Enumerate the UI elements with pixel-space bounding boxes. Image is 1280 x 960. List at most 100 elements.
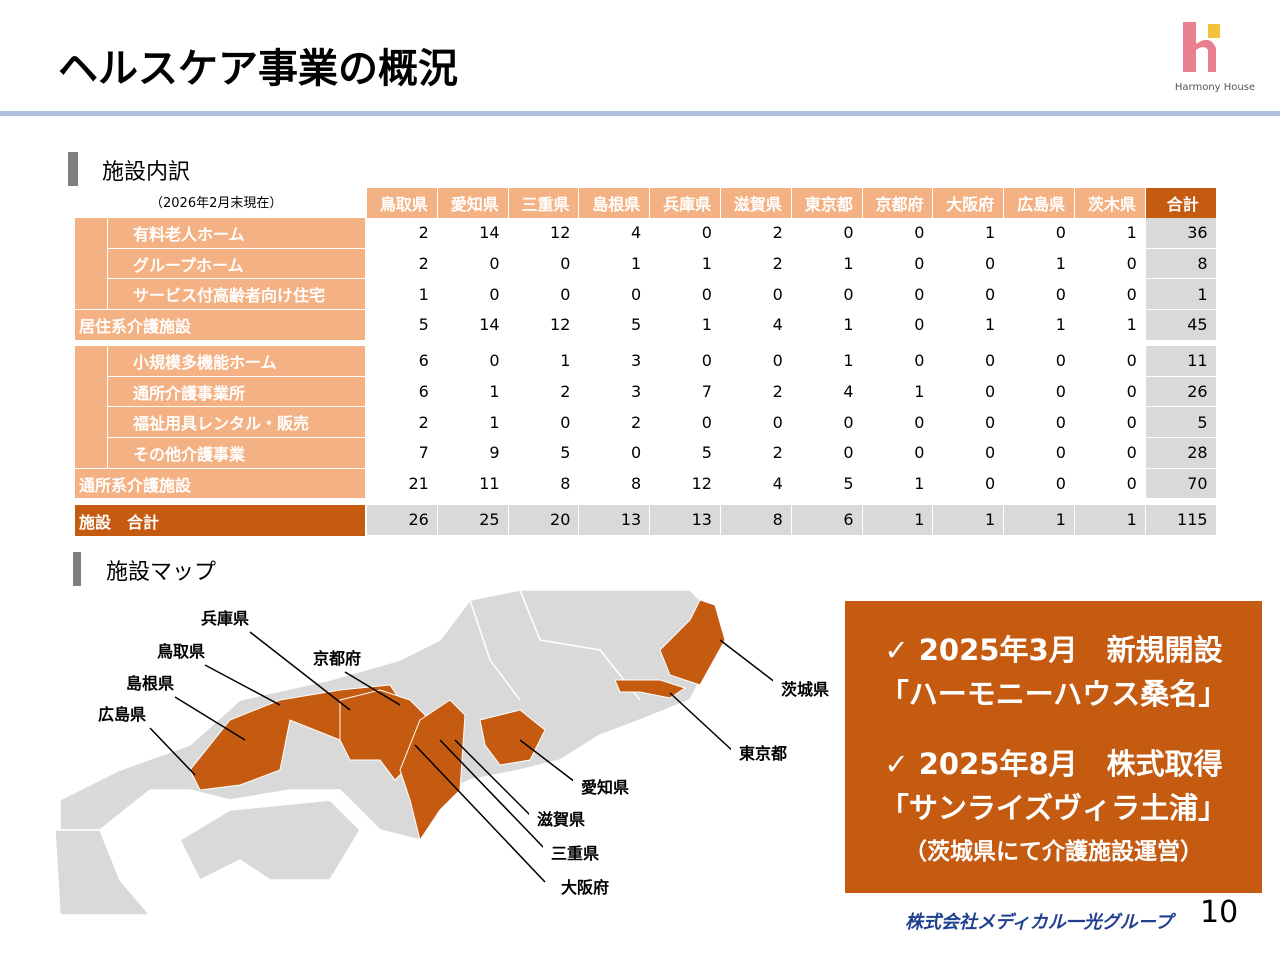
value-cell: 1 xyxy=(631,254,642,274)
value-cell: 0 xyxy=(1055,474,1066,494)
value-cell: 4 xyxy=(631,223,642,243)
subtotal-label: 通所系介護施設 xyxy=(75,468,365,499)
value-cell: 0 xyxy=(772,284,783,304)
value-cell: 0 xyxy=(985,351,996,371)
value-cell: 5 xyxy=(701,443,712,463)
value-cell: 1 xyxy=(1126,223,1137,243)
value-cell: 1 xyxy=(1126,315,1137,335)
column-header: 広島県 xyxy=(1004,188,1074,218)
table-note: （2026年2月末現在） xyxy=(150,196,283,211)
column-header: 三重県 xyxy=(508,188,579,218)
section-heading: 施設マップ xyxy=(106,560,217,585)
value-cell: 25 xyxy=(437,505,508,535)
column-header: 茨木県 xyxy=(1075,188,1145,218)
value-cell: 0 xyxy=(1126,351,1137,371)
value-cell: 4 xyxy=(843,382,854,402)
value-cell: 0 xyxy=(1055,412,1066,432)
value-cell: 0 xyxy=(1055,443,1066,463)
value-cell: 0 xyxy=(914,351,925,371)
value-cell: 0 xyxy=(985,254,996,274)
value-cell: 0 xyxy=(1055,223,1066,243)
value-cell: 9 xyxy=(489,443,500,463)
callout-text: ✓ 2025年3月 新規開設 「ハーモニーハウス桑名」 ✓ 2025年8月 株式取得… xyxy=(845,628,1262,874)
value-cell: 11 xyxy=(1145,346,1216,376)
company-logo: 株式会社メディカル一光グループ xyxy=(905,912,1173,933)
value-cell: 0 xyxy=(914,284,925,304)
value-cell: 0 xyxy=(489,254,500,274)
value-cell: 0 xyxy=(701,284,712,304)
value-cell: 6 xyxy=(418,382,429,402)
value-cell: 0 xyxy=(985,443,996,463)
value-cell: 0 xyxy=(701,412,712,432)
row-label: 通所介護事業所 xyxy=(108,376,365,407)
value-cell: 4 xyxy=(772,474,783,494)
value-cell: 0 xyxy=(843,284,854,304)
value-cell: 0 xyxy=(985,382,996,402)
header-rule xyxy=(0,111,1280,116)
callout-line: （茨城県にて介護施設運営） xyxy=(904,839,1203,865)
value-cell: 2 xyxy=(418,223,429,243)
value-cell: 0 xyxy=(701,351,712,371)
column-header: 島根県 xyxy=(579,188,650,218)
column-header: 合計 xyxy=(1145,188,1216,218)
value-cell: 0 xyxy=(914,223,925,243)
value-cell: 1 xyxy=(843,254,854,274)
value-cell: 1 xyxy=(701,315,712,335)
row-label: 有料老人ホーム xyxy=(108,218,365,248)
value-cell: 26 xyxy=(367,505,437,535)
value-cell: 1 xyxy=(1145,279,1216,310)
value-cell: 0 xyxy=(1126,412,1137,432)
value-cell: 1 xyxy=(1055,315,1066,335)
value-cell: 0 xyxy=(914,443,925,463)
value-cell: 2 xyxy=(560,382,571,402)
page-number: 10 xyxy=(1200,895,1239,930)
value-cell: 5 xyxy=(1145,407,1216,438)
row-label: グループホーム xyxy=(108,248,365,279)
value-cell: 12 xyxy=(550,223,571,243)
value-cell: 0 xyxy=(631,284,642,304)
callout-box xyxy=(845,601,1262,893)
value-cell: 6 xyxy=(418,351,429,371)
column-header: 鳥取県 xyxy=(367,188,437,218)
value-cell: 1 xyxy=(701,254,712,274)
value-cell: 11 xyxy=(479,474,500,494)
value-cell: 36 xyxy=(1145,218,1216,248)
value-cell: 5 xyxy=(418,315,429,335)
subtotal-label: 居住系介護施設 xyxy=(75,310,365,340)
map-label: 広島県 xyxy=(98,705,146,724)
value-cell: 0 xyxy=(914,315,925,335)
value-cell: 0 xyxy=(772,412,783,432)
map-label-box xyxy=(149,639,213,663)
map-label-box xyxy=(553,875,617,899)
value-cell: 0 xyxy=(560,412,571,432)
value-cell: 20 xyxy=(508,505,579,535)
map-label-box xyxy=(193,606,257,630)
value-cell: 0 xyxy=(1126,254,1137,274)
value-cell: 0 xyxy=(914,254,925,274)
value-cell: 0 xyxy=(1055,284,1066,304)
value-cell: 0 xyxy=(914,412,925,432)
value-cell: 1 xyxy=(933,505,1004,535)
row-label: サービス付高齢者向け住宅 xyxy=(108,279,365,310)
map-label: 兵庫県 xyxy=(201,609,249,628)
map-label-box xyxy=(731,741,795,765)
value-cell: 12 xyxy=(550,315,571,335)
slide-title: ヘルスケア事業の概況 xyxy=(58,46,458,92)
value-cell: 2 xyxy=(631,412,642,432)
value-cell: 0 xyxy=(560,284,571,304)
column-header: 大阪府 xyxy=(933,188,1004,218)
value-cell: 1 xyxy=(914,382,925,402)
group-bracket xyxy=(75,346,107,468)
value-cell: 7 xyxy=(418,443,429,463)
column-header: 愛知県 xyxy=(437,188,508,218)
value-cell: 12 xyxy=(691,474,712,494)
row-label: 小規模多機能ホーム xyxy=(108,346,365,376)
value-cell: 13 xyxy=(650,505,720,535)
map-label-box xyxy=(573,775,637,799)
value-cell: 1 xyxy=(489,412,500,432)
value-cell: 115 xyxy=(1145,505,1216,535)
callout-line: 「サンライズヴィラ土浦」 xyxy=(879,791,1228,825)
value-cell: 21 xyxy=(408,474,429,494)
value-cell: 28 xyxy=(1145,438,1216,468)
